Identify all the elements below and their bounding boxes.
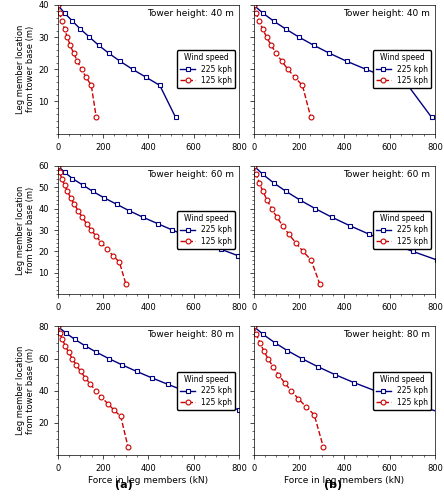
Legend: 225 kph, 125 kph: 225 kph, 125 kph: [373, 211, 431, 249]
Text: (a): (a): [115, 480, 133, 490]
Text: Tower height: 80 m: Tower height: 80 m: [343, 330, 430, 340]
Text: Tower height: 60 m: Tower height: 60 m: [343, 170, 430, 178]
Y-axis label: Leg member location
from tower base (m): Leg member location from tower base (m): [16, 346, 35, 436]
Text: Tower height: 40 m: Tower height: 40 m: [343, 9, 430, 18]
X-axis label: Force in leg members (kN): Force in leg members (kN): [284, 476, 404, 485]
Legend: 225 kph, 125 kph: 225 kph, 125 kph: [177, 50, 235, 88]
Legend: 225 kph, 125 kph: 225 kph, 125 kph: [373, 372, 431, 410]
Legend: 225 kph, 125 kph: 225 kph, 125 kph: [373, 50, 431, 88]
Text: Tower height: 40 m: Tower height: 40 m: [147, 9, 234, 18]
X-axis label: Force in leg members (kN): Force in leg members (kN): [88, 476, 209, 485]
Legend: 225 kph, 125 kph: 225 kph, 125 kph: [177, 372, 235, 410]
Y-axis label: Leg member location
from tower base (m): Leg member location from tower base (m): [16, 186, 35, 274]
Text: (b): (b): [324, 480, 342, 490]
Legend: 225 kph, 125 kph: 225 kph, 125 kph: [177, 211, 235, 249]
Text: Tower height: 60 m: Tower height: 60 m: [147, 170, 234, 178]
Y-axis label: Leg member location
from tower base (m): Leg member location from tower base (m): [16, 24, 35, 114]
Text: Tower height: 80 m: Tower height: 80 m: [147, 330, 234, 340]
